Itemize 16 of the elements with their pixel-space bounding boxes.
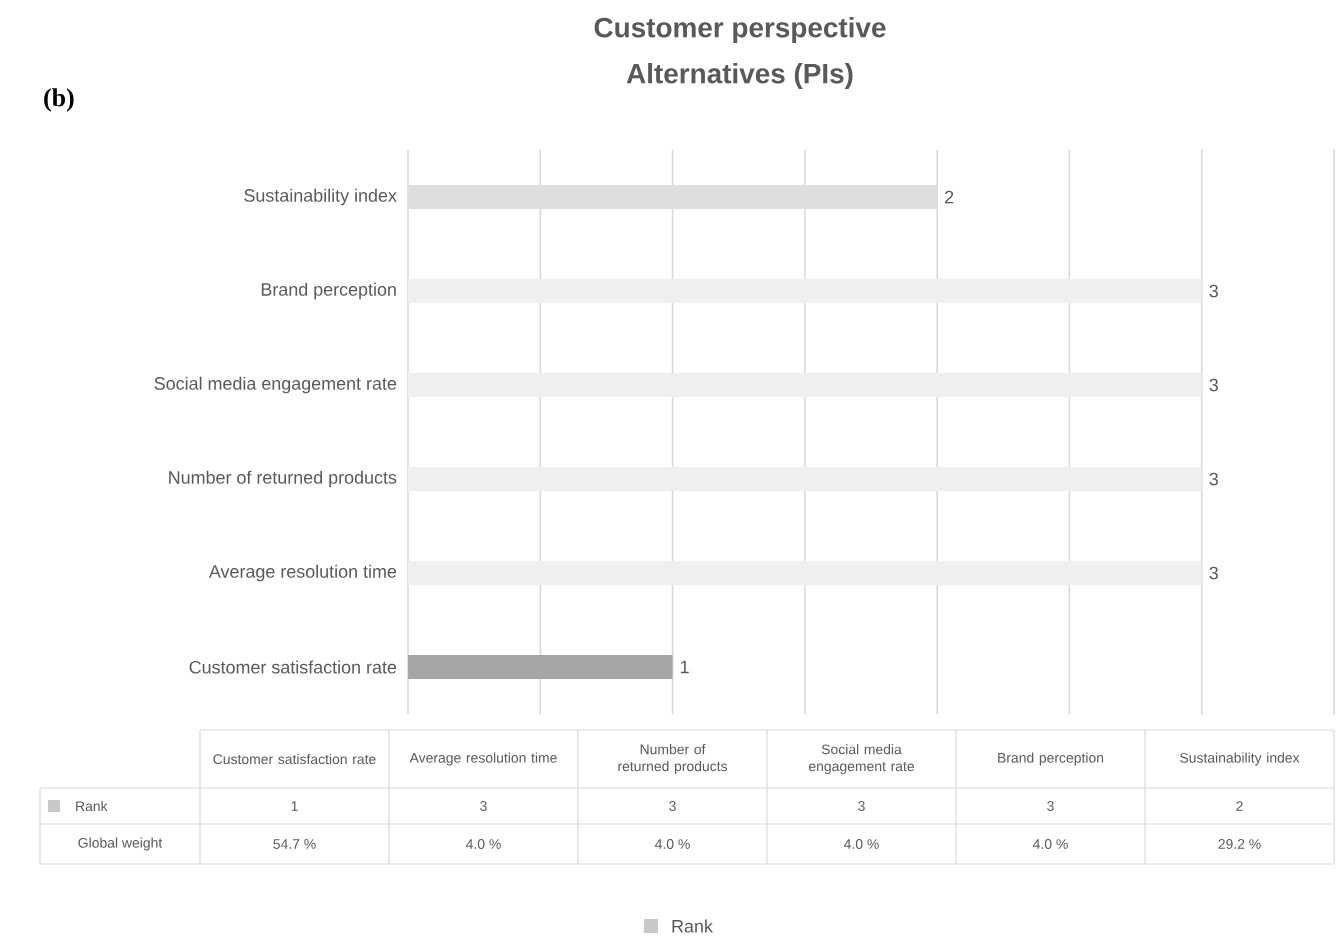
- y-tick-label: Brand perception: [261, 282, 396, 300]
- data-label: 2: [945, 190, 954, 204]
- chart-title: Customer perspective: [594, 16, 886, 43]
- y-tick-label: Sustainability index: [244, 188, 397, 206]
- text: (b): [44, 88, 74, 112]
- y-tick-label: Customer satisfaction rate: [189, 660, 397, 674]
- data-label: 1: [680, 660, 689, 674]
- data-label: 3: [1209, 378, 1218, 392]
- y-tick-label: Average resolution time: [208, 564, 397, 582]
- data-label: 3: [1209, 284, 1218, 298]
- chart-subtitle: Alternatives (PIs): [626, 62, 853, 89]
- y-tick-label: Social media engagement rate: [154, 376, 397, 394]
- data-label: 3: [1209, 472, 1218, 486]
- data-label: 3: [1209, 566, 1218, 580]
- text: Rank: [672, 919, 713, 933]
- y-tick-label: Number of returned products: [169, 470, 397, 488]
